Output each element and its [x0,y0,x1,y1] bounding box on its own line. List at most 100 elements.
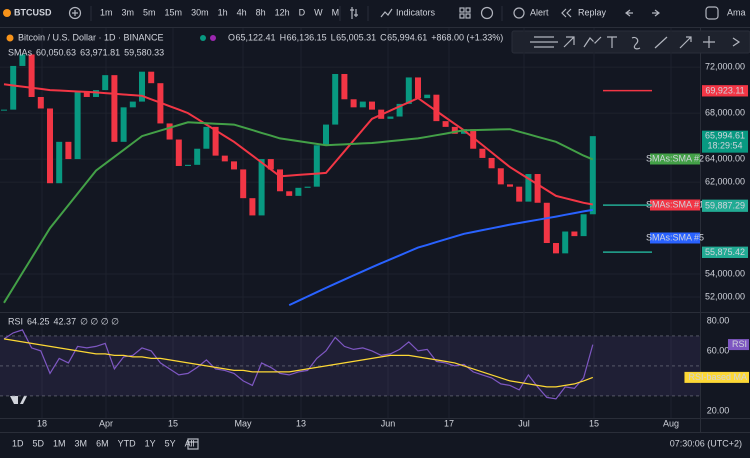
drawing-tool[interactable] [563,36,575,48]
candle [267,159,274,170]
price-pane [1,54,596,307]
candle [295,187,302,196]
interval-button[interactable]: 1m [100,7,113,17]
x-tick-label: May [234,418,252,428]
date-range-button[interactable] [187,438,199,450]
sma-legend-name[interactable]: SMAs [8,47,33,57]
layout-button[interactable] [459,7,465,13]
candle [74,91,81,160]
compare-plus [72,10,78,16]
range-button[interactable]: 5Y [165,438,176,448]
price-label-box [702,246,748,258]
candle [56,141,63,184]
clock[interactable]: 07:30:06 (UTC+2) [670,438,742,448]
candle [497,168,504,185]
candle [507,184,513,187]
alerts-count-button[interactable] [480,6,494,20]
range-button[interactable]: 1D [12,438,24,448]
x-tick-label: 18 [37,418,47,428]
tradingview-logo[interactable] [10,396,27,404]
x-tick-label: 15 [589,418,599,428]
range-button[interactable]: 3M [75,438,88,448]
range-button[interactable]: YTD [118,438,137,448]
candle [451,126,458,134]
range-button[interactable]: All [185,438,195,448]
replay-icon[interactable] [561,8,572,18]
indicators-icon[interactable] [380,8,393,18]
ohlc-key: C [380,32,387,42]
rsi-line [3,329,594,400]
interval-button[interactable]: 8h [256,7,266,17]
interval-button[interactable]: 30m [191,7,209,17]
range-button[interactable]: 1M [53,438,66,448]
replay-button[interactable]: Replay [578,7,607,17]
symbol-icon[interactable] [3,9,11,17]
range-button[interactable]: 5D [33,438,45,448]
price-label: 55,875.42 [705,247,745,257]
symbol-title[interactable]: Bitcoin / U.S. Dollar · 1D · BINANCE [18,32,164,42]
sma-line [3,83,593,206]
candle [120,107,127,142]
rsi-legend-value: 64.25 [27,316,50,326]
compare-button[interactable] [68,6,82,20]
interval-button[interactable]: 12h [275,7,290,17]
candle [488,157,495,169]
interval-button[interactable]: 1h [218,7,228,17]
drawing-tool[interactable] [654,36,668,49]
price-label-box [702,130,748,153]
candle [543,202,550,244]
rsi-tick-label: 60.00 [707,345,730,355]
candle [277,169,283,192]
symbol-dot [6,34,14,42]
range-button[interactable]: 1Y [145,438,156,448]
account-icon[interactable] [705,6,719,20]
symbol-name[interactable]: BTCUSD [14,7,52,17]
interval-button[interactable]: W [314,7,323,17]
ohlc-key: O [228,32,235,42]
alert-button[interactable]: Alert [530,7,549,17]
y-tick-label: 64,000.00 [705,153,745,163]
candle [102,75,109,91]
candle [28,54,35,97]
rsi-legend-name[interactable]: RSI [8,316,23,326]
interval-button[interactable]: 5m [143,7,156,17]
drawing-tool[interactable] [732,37,741,47]
interval-button[interactable]: 4h [237,7,247,17]
text-tool[interactable] [607,36,617,48]
alert-icon[interactable] [513,7,525,19]
drawing-tool[interactable] [583,36,602,48]
range-button[interactable]: 6M [96,438,109,448]
interval-button[interactable]: 3m [122,7,135,17]
redo-button[interactable] [652,9,660,17]
candle [341,73,348,100]
price-label: 59,887.29 [705,201,745,211]
interval-button[interactable]: D [299,7,306,17]
drawing-tool[interactable] [679,36,692,49]
price-label-box [702,200,748,212]
crosshair-tool[interactable] [703,36,715,48]
drawing-tool[interactable] [530,36,558,48]
layout-button-part [459,13,465,19]
candle [304,186,311,188]
x-tick-label: 15 [168,418,178,428]
x-tick-label: Jun [381,418,396,428]
interval-button[interactable]: 15m [165,7,183,17]
candle [442,121,449,127]
candle [516,186,523,202]
ohlc-value: 66,136.15 [287,32,327,42]
chart-type-button[interactable] [350,7,358,19]
account-name[interactable]: Ama [727,7,746,17]
drawing-tool[interactable] [631,36,641,50]
sma-line [288,208,593,307]
candle [221,155,228,162]
candle [534,174,541,203]
ohlc-key: H [280,32,287,42]
interval-button[interactable]: M [332,7,340,17]
undo-button[interactable] [625,9,633,17]
indicators-button[interactable]: Indicators [396,7,436,17]
rsi-tick-label: 80.00 [707,315,730,325]
candle [286,191,293,196]
candle [203,126,210,149]
rsi-line [3,338,594,388]
candle [525,174,532,202]
